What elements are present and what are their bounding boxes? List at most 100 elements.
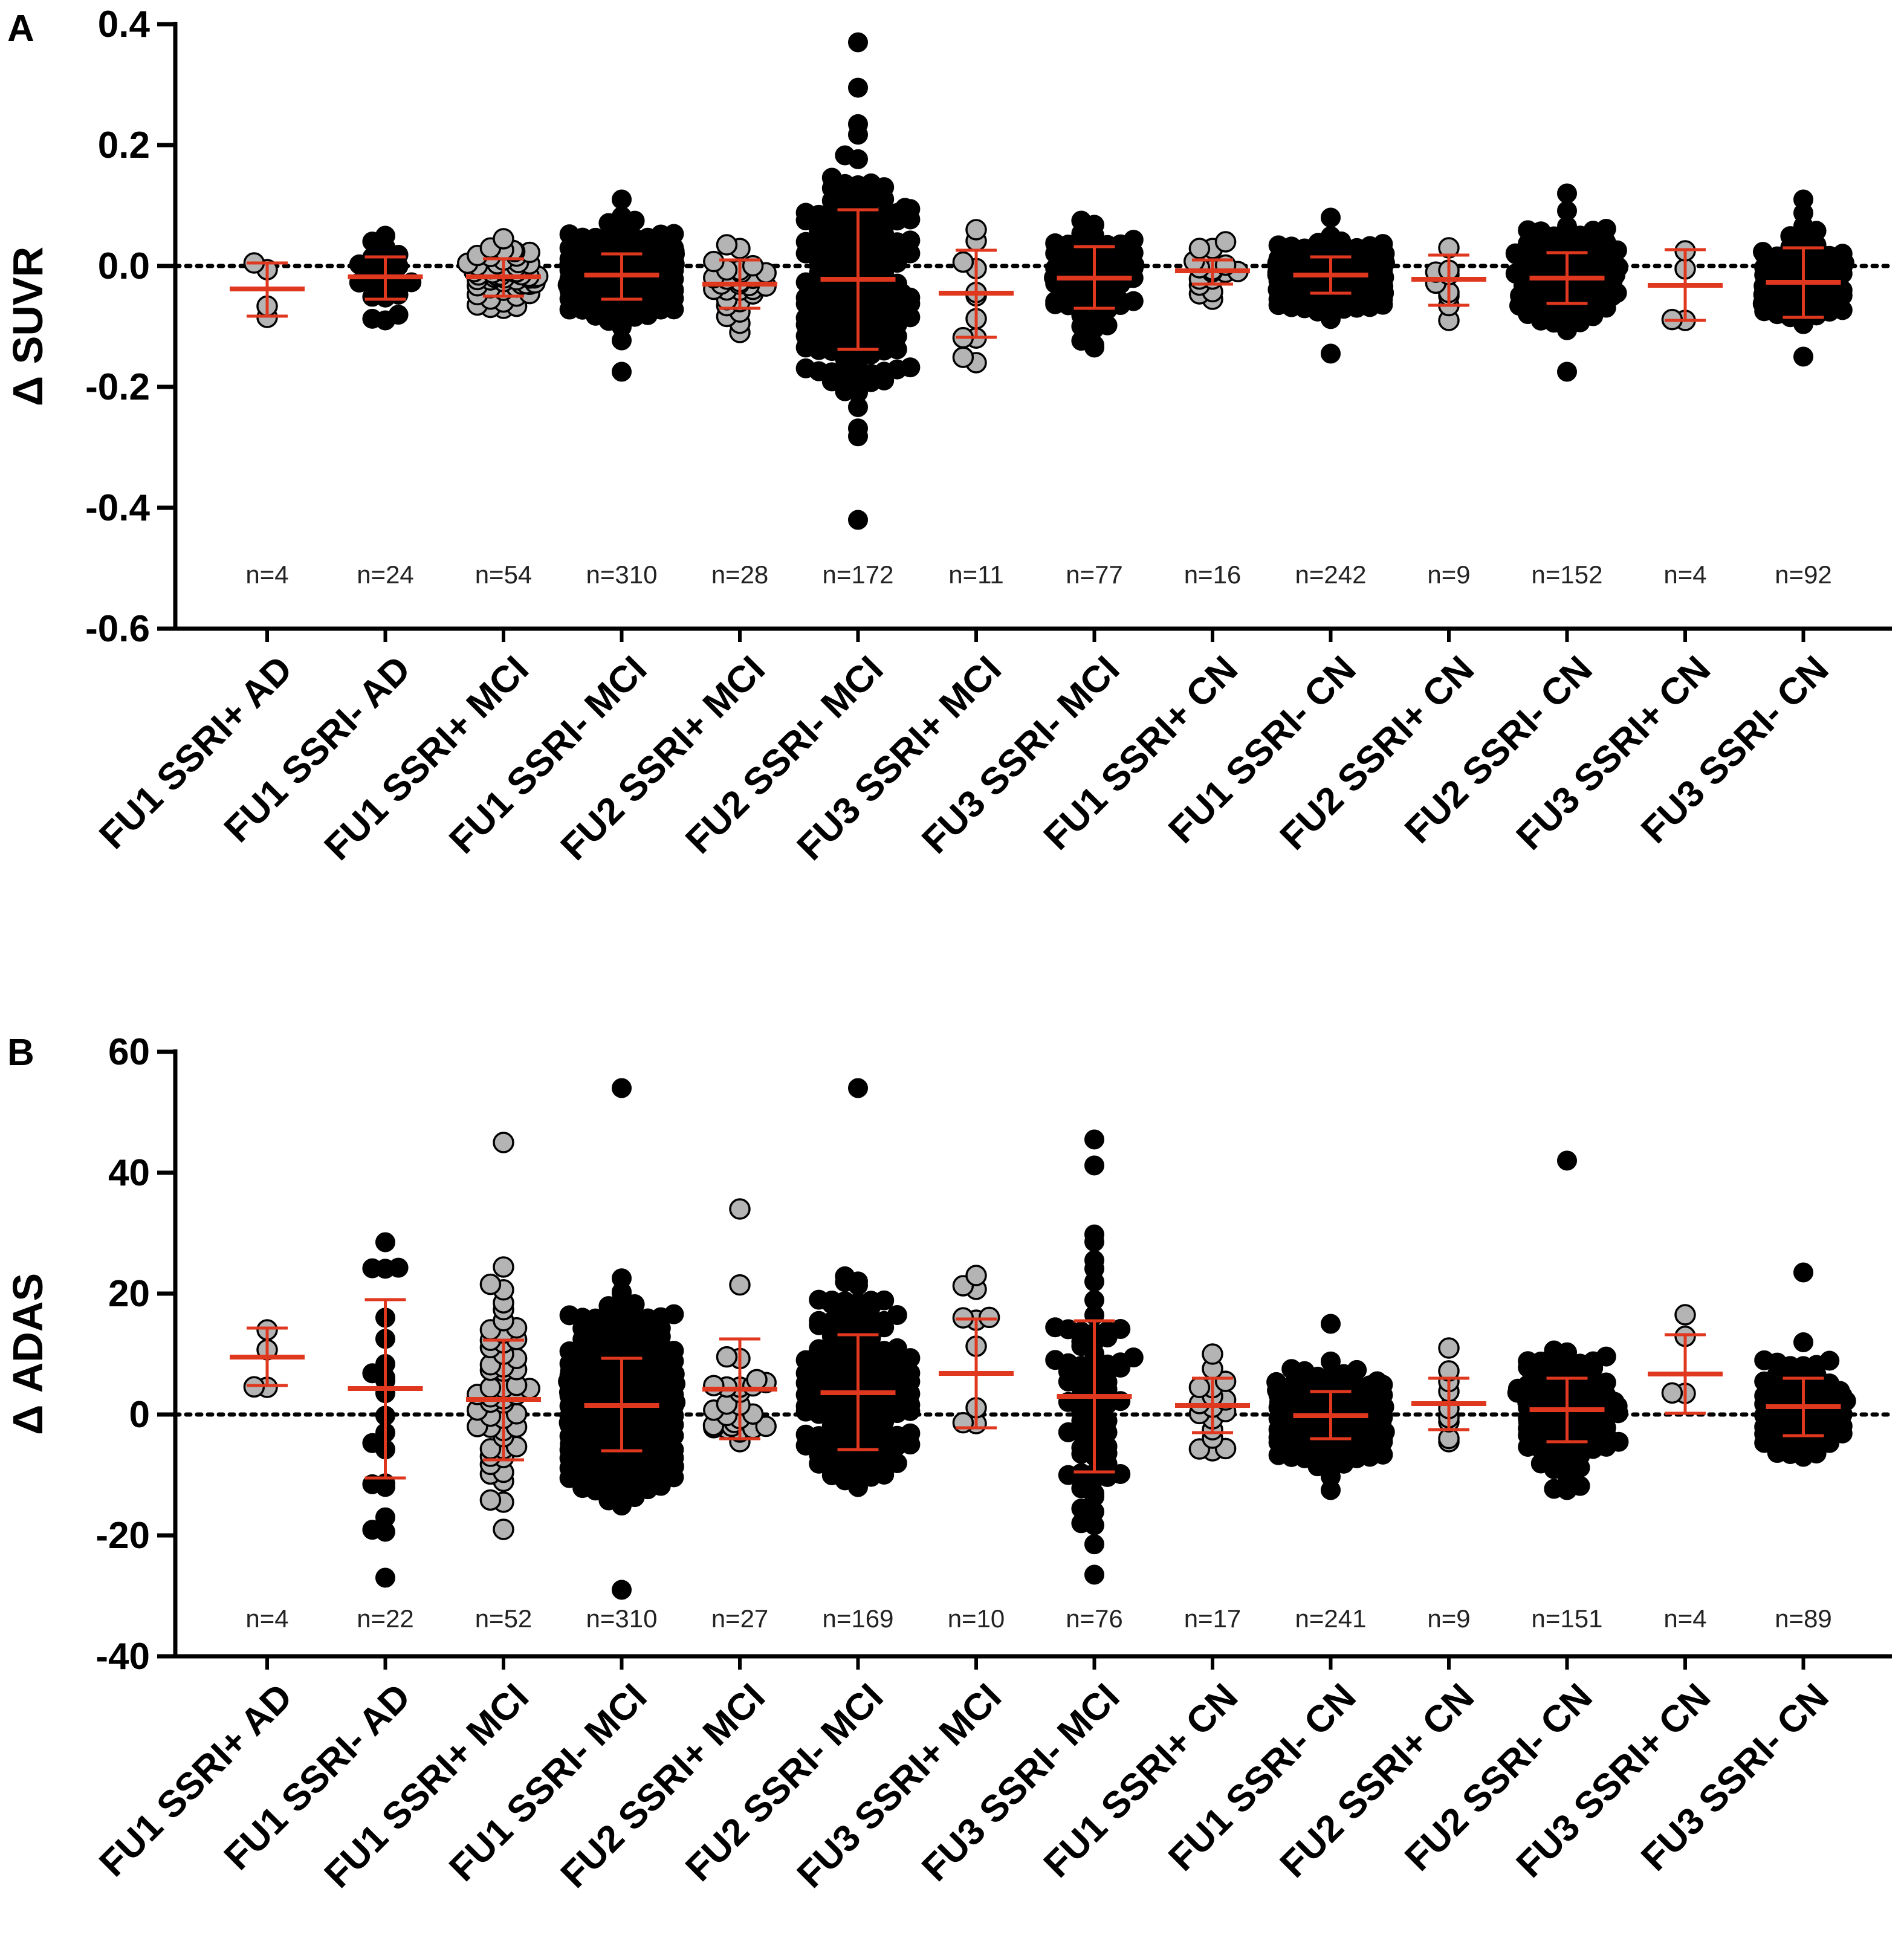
data-point <box>716 1346 738 1368</box>
data-point <box>375 1507 395 1528</box>
panel-letter: A <box>7 8 34 50</box>
data-point <box>1266 1372 1287 1392</box>
data-point <box>1347 1360 1367 1380</box>
data-point <box>809 1311 829 1331</box>
data-point <box>1084 1290 1104 1311</box>
x-tick-label: FU3 SSRI+ MCI <box>789 648 1009 868</box>
n-count-label: n=22 <box>357 1604 414 1633</box>
data-point <box>848 510 868 530</box>
n-count-label: n=310 <box>586 1604 658 1633</box>
data-point <box>1557 1150 1577 1171</box>
data-point <box>1518 220 1538 241</box>
data-point <box>848 32 868 53</box>
n-count-label: n=16 <box>1184 560 1242 589</box>
n-count-label: n=4 <box>245 560 288 589</box>
data-point <box>1596 218 1616 239</box>
data-point <box>809 1289 829 1310</box>
data-point <box>795 1424 816 1445</box>
y-axis-label: Δ SUVR <box>4 247 51 406</box>
n-count-label: n=24 <box>357 560 414 589</box>
data-point <box>900 230 921 251</box>
data-point <box>362 1258 383 1278</box>
data-point <box>493 1256 514 1278</box>
data-point <box>1084 1250 1104 1271</box>
x-tick-label: FU2 SSRI+ MCI <box>553 1676 773 1896</box>
data-point <box>375 1232 395 1253</box>
data-point <box>559 1305 580 1326</box>
n-count-label: n=4 <box>1663 1604 1706 1633</box>
data-point <box>1544 1479 1564 1499</box>
n-count-label: n=10 <box>948 1604 1005 1633</box>
category-group: n=27 FU2 SSRI+ MCI <box>553 1198 777 1896</box>
data-point <box>1596 1346 1616 1367</box>
data-point <box>1188 1376 1211 1398</box>
category-group: n=172 FU2 SSRI- MCI <box>678 32 921 861</box>
x-tick-label: FU2 SSRI+ MCI <box>553 648 773 868</box>
data-point <box>1793 189 1813 210</box>
data-point <box>895 198 915 218</box>
data-point <box>1754 1350 1775 1370</box>
data-point <box>612 1078 632 1098</box>
data-point <box>795 203 816 223</box>
x-tick-label: FU3 SSRI- MCI <box>914 648 1127 861</box>
n-count-label: n=151 <box>1532 1604 1603 1633</box>
data-point <box>1793 1262 1813 1283</box>
x-tick-label: FU2 SSRI- MCI <box>678 648 891 861</box>
data-point <box>1544 1340 1564 1361</box>
data-point <box>1045 1350 1066 1370</box>
data-point <box>388 1257 409 1278</box>
n-count-label: n=11 <box>948 560 1004 589</box>
n-count-label: n=28 <box>711 560 769 589</box>
data-point <box>1661 1382 1683 1404</box>
data-point <box>1321 1351 1341 1372</box>
x-tick-label: FU1 SSRI- MCI <box>441 1676 655 1889</box>
n-count-label: n=4 <box>1663 560 1706 589</box>
data-point <box>493 1132 514 1153</box>
y-tick-label: -0.4 <box>85 487 150 529</box>
panel-a: A Δ SUVR 0.4 0.2 0.0 -0.2 -0.4 -0.6 n=4 FU1 SSRI+… <box>4 4 1894 868</box>
data-point <box>1321 1314 1341 1334</box>
data-point <box>664 1304 684 1324</box>
data-point <box>624 1294 645 1315</box>
data-point <box>1281 1359 1302 1379</box>
y-tick-label: -0.2 <box>85 366 150 408</box>
n-count-label: n=17 <box>1184 1604 1242 1633</box>
data-point <box>362 1520 383 1540</box>
data-point <box>559 224 580 245</box>
y-tick-label: 40 <box>108 1152 150 1194</box>
n-count-label: n=172 <box>823 560 894 589</box>
data-point <box>362 308 383 329</box>
data-point <box>1123 1347 1144 1368</box>
data-point <box>612 189 632 210</box>
data-point <box>1438 1337 1460 1359</box>
data-point <box>795 358 816 378</box>
data-point <box>493 228 514 250</box>
data-point <box>1518 1351 1538 1372</box>
y-tick-label: 0 <box>129 1394 150 1436</box>
data-point <box>1321 207 1341 228</box>
x-tick-label: FU1 SSRI+ MCI <box>317 1676 537 1896</box>
data-point <box>1819 1350 1840 1371</box>
data-point <box>978 1306 1000 1329</box>
data-point <box>1045 233 1066 253</box>
data-point <box>1084 1155 1104 1176</box>
data-point <box>795 232 816 252</box>
data-point <box>1188 238 1211 259</box>
data-point <box>612 206 632 227</box>
data-point <box>952 346 974 368</box>
data-point <box>598 1296 619 1317</box>
data-point <box>729 1198 751 1220</box>
data-point <box>388 305 409 325</box>
data-point <box>1832 244 1853 264</box>
data-point <box>1214 1370 1237 1392</box>
data-point <box>809 1339 829 1360</box>
data-point <box>1071 210 1092 231</box>
data-point <box>848 77 868 98</box>
data-point <box>1793 1332 1813 1352</box>
data-point <box>1084 1564 1104 1585</box>
data-point <box>375 225 395 246</box>
data-point <box>848 114 868 134</box>
